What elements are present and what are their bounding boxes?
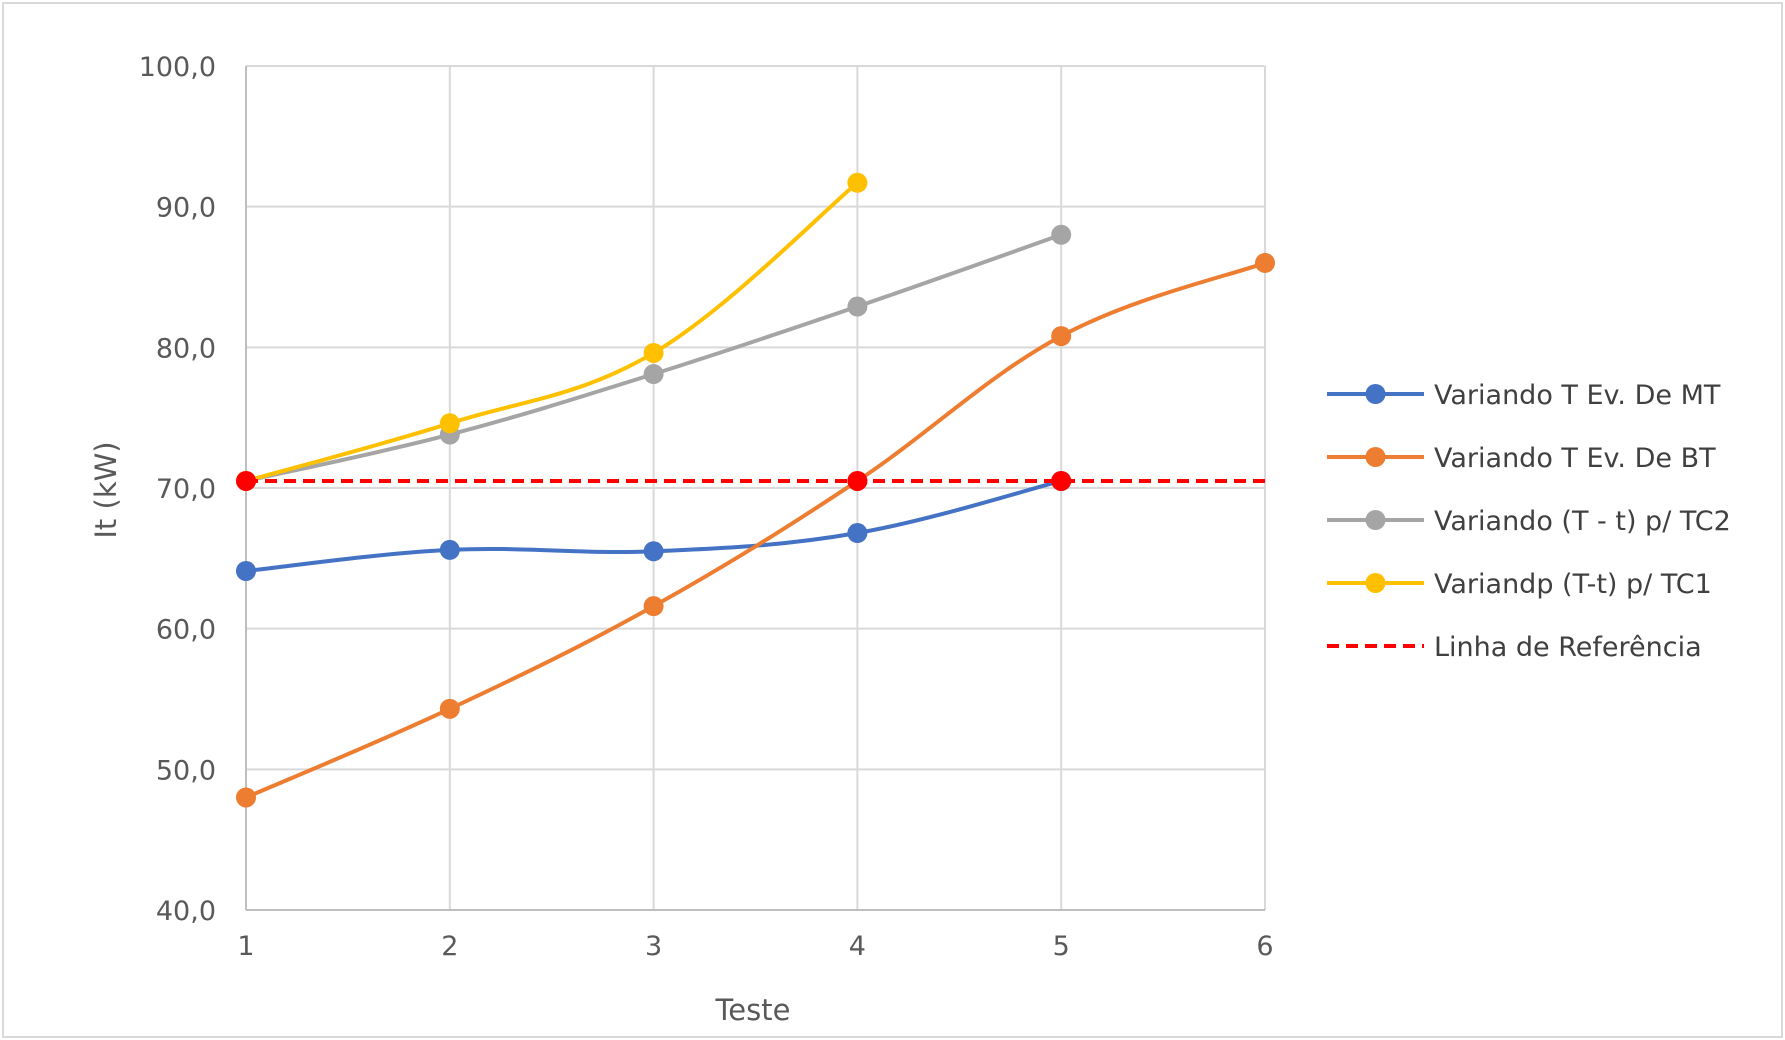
y-tick-label: 50,0 — [156, 755, 216, 786]
series-layer — [236, 172, 1275, 808]
data-point — [847, 523, 868, 544]
x-tick-label: 3 — [645, 931, 662, 962]
data-point — [1255, 252, 1275, 273]
data-point — [439, 698, 460, 719]
reference-point — [236, 470, 256, 491]
legend-label: Variando T Ev. De MT — [1434, 380, 1721, 411]
data-point — [847, 172, 868, 193]
legend-label: Variando (T - t) p/ TC2 — [1434, 506, 1731, 537]
series-line — [244, 180, 860, 483]
series-variandp-t-t-p-tc1 — [236, 172, 868, 491]
legend-label: Variandp (T-t) p/ TC1 — [1434, 569, 1712, 600]
legend-swatch-marker — [1365, 510, 1386, 530]
legend-swatch-marker — [1365, 384, 1386, 404]
data-point — [643, 596, 664, 617]
y-tick-label: 80,0 — [156, 333, 216, 364]
data-point — [643, 541, 664, 562]
y-tick-label: 70,0 — [156, 474, 216, 505]
reference-markers — [236, 470, 1072, 491]
data-point — [643, 342, 664, 363]
x-tick-label: 4 — [849, 931, 866, 962]
reference-point — [847, 470, 868, 491]
data-point — [1051, 224, 1072, 245]
legend-swatch-marker — [1365, 447, 1386, 467]
legend-entry-variandp-t-t-p-tc1: Variandp (T-t) p/ TC1 — [1327, 569, 1712, 600]
y-tick-label: 90,0 — [156, 193, 216, 224]
axes: 40,0 50,0 60,0 70,0 80,0 90,0 100,0 1 2 3 4 5 6 — [139, 52, 1274, 962]
x-tick-label: 1 — [237, 931, 254, 962]
data-point — [847, 296, 868, 317]
y-tick-label: 60,0 — [156, 615, 216, 646]
legend-label: Variando T Ev. De BT — [1434, 443, 1716, 474]
data-point — [236, 787, 256, 808]
reference-point — [1051, 470, 1072, 491]
data-point — [236, 560, 256, 581]
y-tick-label: 40,0 — [156, 896, 216, 927]
legend-entry-variando-t-t-p-tc2: Variando (T - t) p/ TC2 — [1327, 506, 1731, 537]
x-axis-title: Teste — [715, 993, 791, 1027]
y-axis-title: It (kW) — [89, 441, 123, 538]
x-tick-label: 2 — [441, 931, 458, 962]
data-point — [439, 413, 460, 434]
data-point — [439, 539, 460, 560]
x-tick-label: 6 — [1256, 931, 1273, 962]
legend: Variando T Ev. De MT Variando T Ev. De BT… — [1327, 380, 1731, 663]
y-tick-label: 100,0 — [139, 52, 216, 83]
x-tick-label: 5 — [1053, 931, 1070, 962]
data-point — [643, 364, 664, 385]
series-variando-t-ev-de-bt — [236, 252, 1275, 808]
data-point — [1051, 326, 1072, 347]
series-line — [244, 260, 1267, 800]
legend-swatch-marker — [1365, 573, 1386, 593]
legend-label: Linha de Referência — [1434, 632, 1702, 663]
legend-entry-linha-de-refer-ncia: Linha de Referência — [1327, 632, 1702, 663]
legend-entry-variando-t-ev-de-mt: Variando T Ev. De MT — [1327, 380, 1721, 411]
legend-entry-variando-t-ev-de-bt: Variando T Ev. De BT — [1327, 443, 1716, 474]
